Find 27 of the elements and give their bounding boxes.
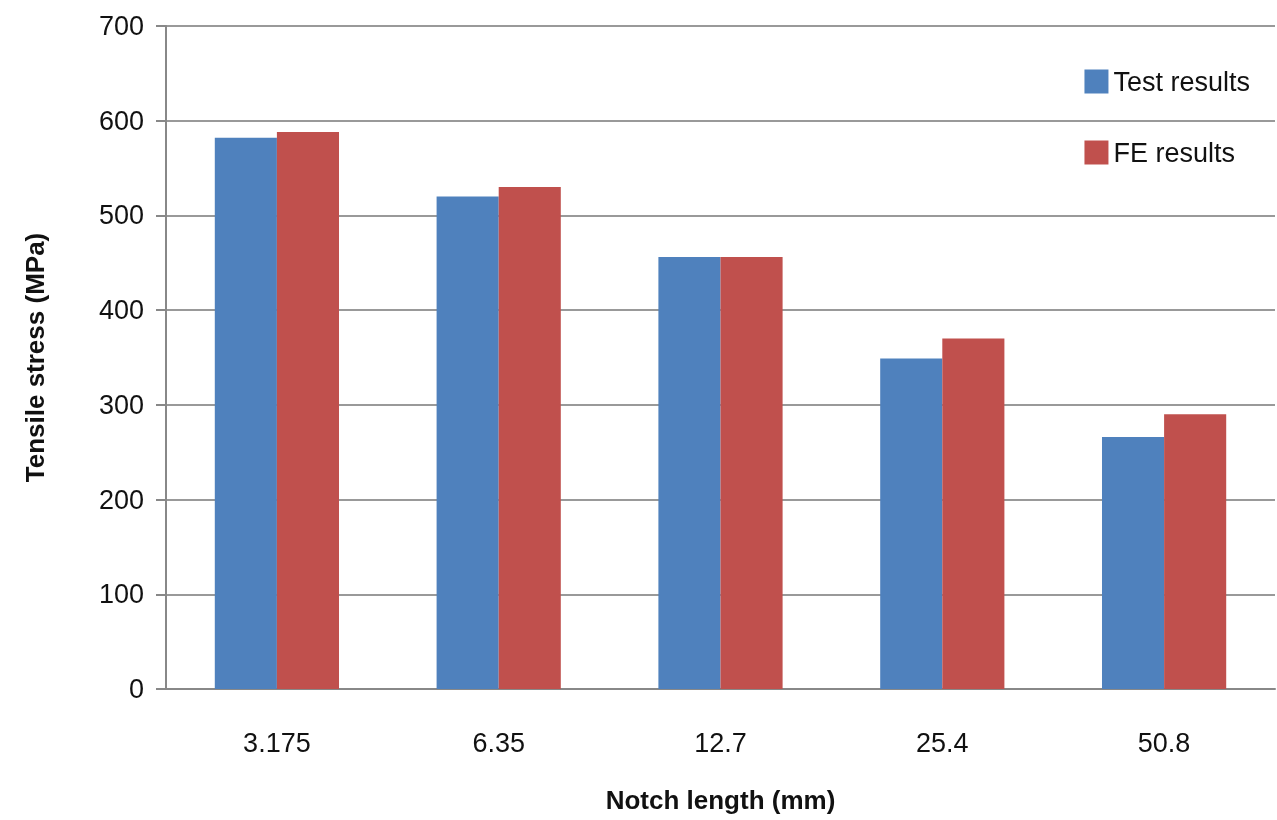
x-axis-title: Notch length (mm): [605, 785, 836, 815]
bar: [498, 187, 561, 689]
bar: [436, 196, 499, 689]
bar: [214, 137, 277, 689]
bar: [942, 338, 1005, 689]
bar: [880, 358, 943, 689]
bar: [276, 132, 339, 689]
x-tick-label: 50.8: [1137, 727, 1191, 758]
x-tick-label: 25.4: [916, 727, 969, 758]
y-tick-label: 300: [98, 389, 144, 420]
x-tick-label: 3.175: [243, 727, 311, 758]
y-tick-label: 200: [98, 484, 144, 515]
y-tick-label: 500: [98, 200, 144, 231]
bar: [720, 257, 783, 689]
legend-label: FE results: [1113, 137, 1235, 168]
bar: [658, 257, 721, 689]
y-tick-label: 0: [128, 674, 144, 704]
y-tick-label: 400: [98, 295, 144, 326]
x-tick-label: 12.7: [694, 727, 747, 758]
x-tick-label: 6.35: [472, 727, 525, 758]
y-axis-title: Tensile stress (MPa): [20, 232, 50, 483]
legend-label: Test results: [1113, 66, 1250, 97]
y-tick-label: 700: [98, 11, 144, 41]
y-tick-label: 600: [98, 105, 144, 136]
bar: [1102, 437, 1165, 689]
bar: [1164, 414, 1227, 689]
y-tick-label: 100: [98, 579, 144, 610]
